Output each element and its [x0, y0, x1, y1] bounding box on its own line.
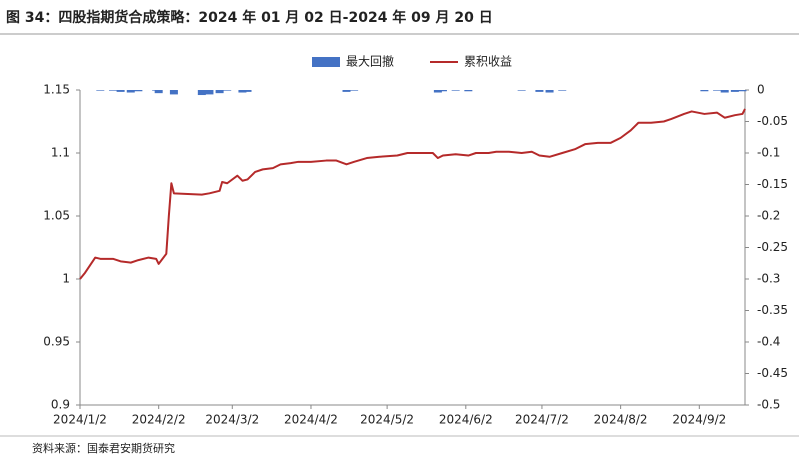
- x-tick-label: 2024/4/2: [284, 413, 338, 427]
- legend-label: 累积收益: [464, 55, 512, 69]
- return-line: [79, 108, 746, 280]
- y2-tick-label: -0.5: [757, 398, 780, 412]
- drawdown-bar: [730, 90, 739, 92]
- drawdown-bar: [238, 90, 247, 93]
- drawdown-bar: [713, 90, 722, 91]
- y2-tick-label: -0.2: [757, 209, 780, 223]
- x-tick-label: 2024/1/2: [53, 413, 107, 427]
- x-tick-label: 2024/3/2: [205, 413, 259, 427]
- drawdown-bar: [126, 90, 135, 93]
- y2-tick-label: -0.45: [757, 366, 788, 380]
- x-tick-label: 2024/9/2: [672, 413, 726, 427]
- y-tick-label: 1.05: [43, 209, 70, 223]
- drawdown-bar: [205, 90, 214, 95]
- drawdown-bar: [197, 90, 206, 96]
- y2-tick-label: 0: [757, 83, 765, 97]
- y2-tick-label: -0.3: [757, 272, 780, 286]
- y2-tick-label: -0.4: [757, 335, 780, 349]
- x-tick-label: 2024/7/2: [515, 413, 569, 427]
- y2-tick-label: -0.15: [757, 177, 788, 191]
- y2-tick-label: -0.25: [757, 240, 788, 254]
- drawdown-bar: [464, 90, 473, 92]
- drawdown-bar: [223, 90, 232, 91]
- drawdown-bar: [545, 90, 554, 93]
- x-tick-label: 2024/2/2: [132, 413, 186, 427]
- y2-tick-label: -0.35: [757, 303, 788, 317]
- drawdown-bar: [558, 90, 567, 91]
- drawdown-bar: [517, 90, 526, 91]
- source-note: 资料来源：国泰君安期货研究: [32, 441, 175, 455]
- drawdown-bar: [342, 90, 351, 92]
- drawdown-bar: [535, 90, 544, 92]
- drawdown-bar: [215, 90, 224, 94]
- drawdown-bar: [169, 90, 178, 95]
- y-tick-label: 1: [62, 272, 70, 286]
- legend-label: 最大回撤: [346, 54, 394, 69]
- drawdown-bar: [438, 90, 447, 92]
- drawdown-bar: [243, 90, 252, 92]
- drawdown-bar: [96, 90, 105, 91]
- drawdown-bar: [116, 90, 125, 92]
- drawdown-bar: [451, 90, 460, 91]
- drawdown-bar: [108, 90, 117, 91]
- chart-title: 图 34：四股指期货合成策略：2024 年 01 月 02 日-2024 年 0…: [6, 9, 493, 26]
- drawdown-bar: [350, 90, 359, 91]
- y-tick-label: 1.15: [43, 83, 70, 97]
- drawdown-bar: [154, 90, 163, 94]
- y-tick-label: 1.1: [51, 146, 70, 160]
- x-tick-label: 2024/5/2: [360, 413, 414, 427]
- x-tick-label: 2024/8/2: [594, 413, 648, 427]
- drawdown-bar: [134, 90, 143, 92]
- x-tick-label: 2024/6/2: [439, 413, 493, 427]
- drawdown-bar: [738, 90, 747, 92]
- y2-tick-label: -0.1: [757, 146, 780, 160]
- drawdown-bar: [720, 90, 729, 93]
- y-tick-label: 0.9: [51, 398, 70, 412]
- y-tick-label: 0.95: [43, 335, 70, 349]
- y2-tick-label: -0.05: [757, 114, 788, 128]
- legend-swatch: [312, 57, 340, 67]
- drawdown-bar: [433, 90, 442, 93]
- drawdown-bar: [700, 90, 709, 92]
